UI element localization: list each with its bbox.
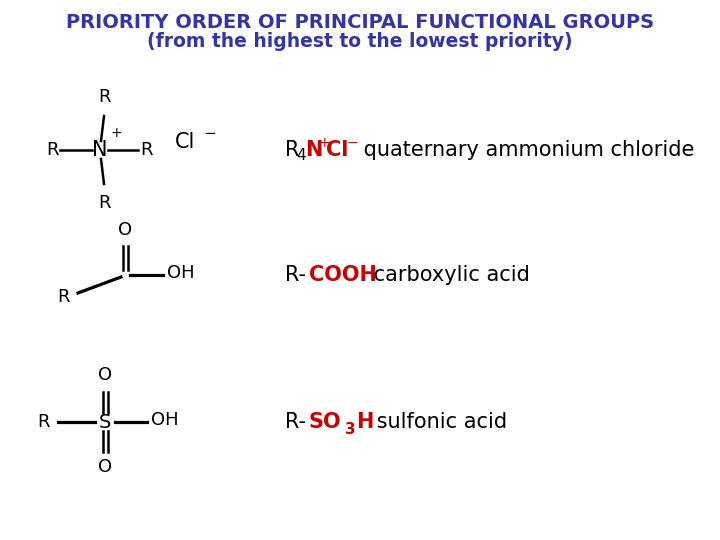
Text: 3: 3 [345,422,356,436]
Text: sulfonic acid: sulfonic acid [370,412,507,432]
Text: O: O [98,366,112,384]
Text: COOH: COOH [309,265,377,285]
Text: OH: OH [151,411,179,429]
Text: 4: 4 [296,148,305,164]
Text: R: R [37,413,50,431]
Text: PRIORITY ORDER OF PRINCIPAL FUNCTIONAL GROUPS: PRIORITY ORDER OF PRINCIPAL FUNCTIONAL G… [66,13,654,32]
Text: Cl: Cl [175,132,195,152]
Text: carboxylic acid: carboxylic acid [367,265,530,285]
Text: +: + [318,136,330,150]
Text: N: N [92,140,108,160]
Text: R-: R- [285,265,306,285]
Text: H: H [356,412,374,432]
Text: −: − [203,126,216,141]
Text: R: R [140,141,153,159]
Text: O: O [118,221,132,239]
Text: R: R [99,88,112,106]
Text: R-: R- [285,412,306,432]
Text: N: N [305,140,323,160]
Text: −: − [347,136,359,150]
Text: (from the highest to the lowest priority): (from the highest to the lowest priority… [147,32,573,51]
Text: SO: SO [309,412,341,432]
Text: R: R [58,288,70,306]
Text: R: R [99,194,112,212]
Text: R: R [46,141,58,159]
Text: Cl: Cl [326,140,348,160]
Text: O: O [98,458,112,476]
Text: quaternary ammonium chloride: quaternary ammonium chloride [357,140,694,160]
Text: R: R [285,140,300,160]
Text: OH: OH [167,264,194,282]
Text: S: S [99,413,111,431]
Text: +: + [110,126,122,140]
